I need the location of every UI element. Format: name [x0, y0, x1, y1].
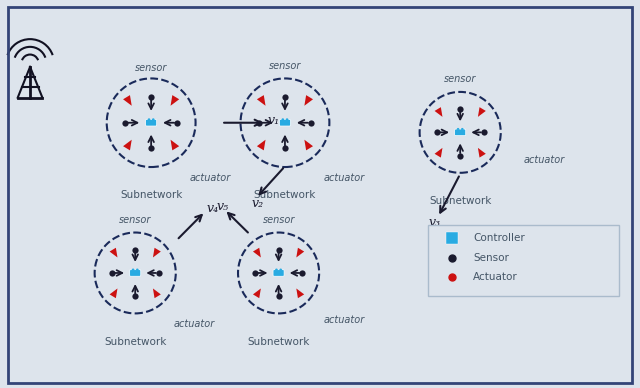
Polygon shape [435, 148, 442, 158]
FancyBboxPatch shape [280, 120, 291, 126]
Polygon shape [109, 288, 118, 298]
Text: Subnetwork: Subnetwork [254, 190, 316, 200]
Text: sensor: sensor [119, 215, 152, 225]
FancyBboxPatch shape [130, 270, 141, 276]
Polygon shape [257, 140, 266, 150]
Text: v₃: v₃ [428, 217, 440, 229]
Text: actuator: actuator [524, 156, 565, 165]
Polygon shape [123, 140, 132, 150]
Polygon shape [170, 95, 179, 106]
Polygon shape [305, 140, 313, 150]
Text: v₄: v₄ [207, 202, 219, 215]
Polygon shape [296, 288, 304, 298]
Polygon shape [296, 248, 304, 258]
FancyBboxPatch shape [273, 270, 284, 276]
FancyBboxPatch shape [146, 120, 157, 126]
Text: actuator: actuator [323, 173, 364, 183]
Text: actuator: actuator [173, 319, 214, 329]
Polygon shape [478, 107, 486, 117]
Text: v₁: v₁ [268, 114, 280, 126]
Text: Subnetwork: Subnetwork [248, 336, 310, 346]
Text: actuator: actuator [323, 315, 364, 326]
Polygon shape [253, 288, 261, 298]
Polygon shape [170, 140, 179, 150]
Polygon shape [435, 107, 442, 117]
Text: Subnetwork: Subnetwork [104, 336, 166, 346]
Polygon shape [305, 95, 313, 106]
Polygon shape [123, 95, 132, 106]
Polygon shape [253, 248, 261, 258]
Polygon shape [153, 288, 161, 298]
Text: sensor: sensor [135, 62, 167, 73]
Text: Subnetwork: Subnetwork [429, 196, 492, 206]
Text: actuator: actuator [189, 173, 230, 183]
FancyBboxPatch shape [454, 129, 466, 136]
FancyBboxPatch shape [428, 225, 620, 296]
Polygon shape [153, 248, 161, 258]
Text: Actuator: Actuator [473, 272, 518, 282]
Text: v₅: v₅ [216, 200, 228, 213]
Polygon shape [109, 248, 118, 258]
Text: sensor: sensor [262, 215, 295, 225]
Text: sensor: sensor [444, 74, 476, 84]
Polygon shape [478, 148, 486, 158]
Text: v₂: v₂ [252, 197, 264, 210]
Text: Subnetwork: Subnetwork [120, 190, 182, 200]
Polygon shape [257, 95, 266, 106]
Text: Sensor: Sensor [473, 253, 509, 263]
Text: Controller: Controller [473, 233, 525, 243]
Text: sensor: sensor [269, 61, 301, 71]
